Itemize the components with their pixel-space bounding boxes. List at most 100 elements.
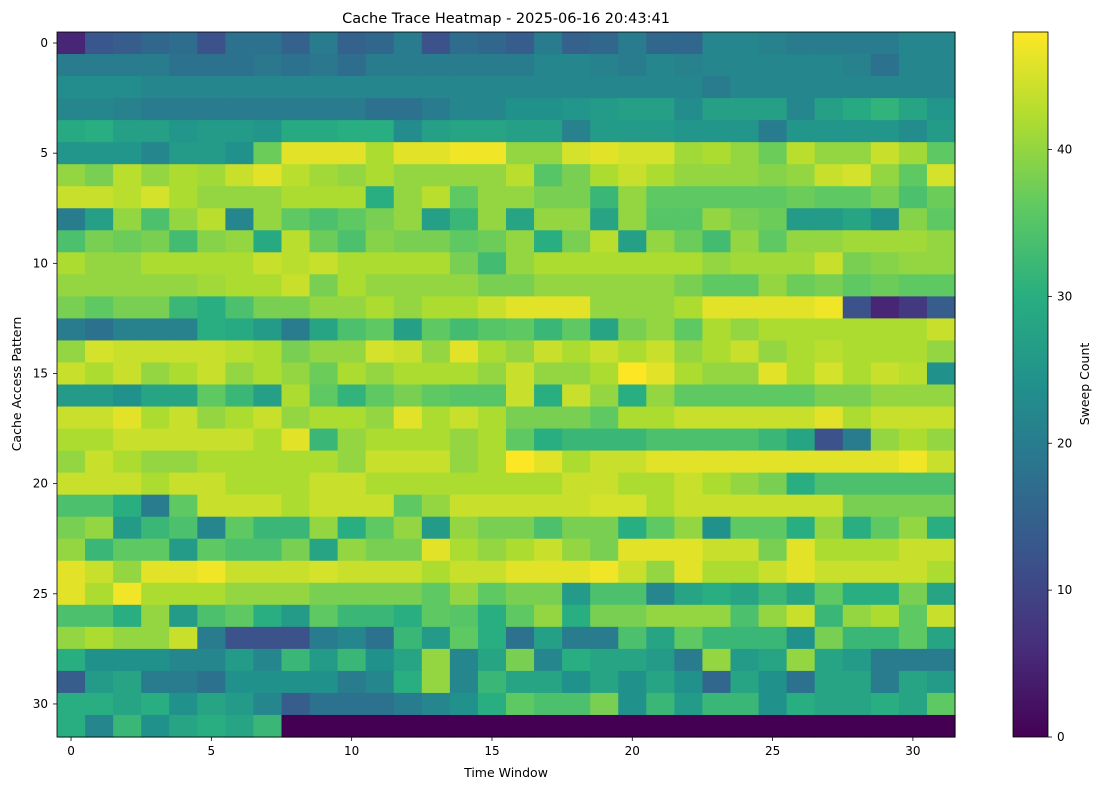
heatmap-cell	[926, 318, 956, 342]
heatmap-cell	[730, 560, 760, 584]
heatmap-cell	[702, 76, 732, 99]
heatmap-cell	[365, 54, 395, 77]
heatmap-cell	[169, 230, 198, 253]
heatmap-cell	[113, 582, 142, 606]
heatmap-cell	[337, 450, 367, 474]
heatmap-cell	[534, 472, 563, 496]
heatmap-cell	[534, 450, 563, 474]
heatmap-cell	[253, 120, 283, 143]
heatmap-cell	[365, 538, 395, 562]
heatmap-cell	[534, 516, 563, 540]
heatmap-cell	[842, 318, 872, 342]
heatmap-cell	[449, 340, 479, 364]
heatmap-cell	[365, 692, 395, 716]
heatmap-cell	[225, 340, 255, 364]
heatmap-cell	[786, 362, 816, 386]
heatmap-cell	[562, 252, 591, 275]
y-tick-label: 10	[33, 256, 48, 270]
heatmap-cell	[337, 76, 367, 99]
heatmap-cell	[57, 406, 86, 430]
heatmap-cell	[477, 406, 507, 430]
heatmap-cell	[169, 54, 198, 77]
heatmap-cell	[225, 120, 255, 143]
heatmap-cell	[702, 230, 732, 253]
heatmap-cell	[618, 54, 647, 77]
heatmap-cell	[674, 626, 704, 650]
heatmap-cell	[562, 120, 591, 143]
heatmap-cell	[393, 362, 423, 386]
heatmap-cell	[365, 714, 395, 738]
heatmap-cell	[618, 230, 647, 253]
heatmap-cell	[113, 670, 142, 694]
heatmap-cell	[253, 98, 283, 121]
heatmap-cell	[618, 692, 647, 716]
heatmap-cell	[477, 472, 507, 496]
heatmap-cell	[449, 406, 479, 430]
heatmap-cell	[141, 76, 170, 99]
heatmap-cell	[926, 98, 956, 121]
heatmap-cell	[225, 32, 255, 55]
heatmap-cell	[337, 560, 367, 584]
heatmap-cell	[926, 340, 956, 364]
heatmap-cell	[113, 186, 142, 209]
heatmap-cell	[646, 604, 675, 628]
heatmap-cell	[562, 472, 591, 496]
heatmap-cell	[449, 362, 479, 386]
heatmap-cell	[113, 494, 142, 518]
heatmap-cell	[590, 252, 619, 275]
heatmap-cell	[253, 472, 283, 496]
heatmap-cell	[730, 604, 760, 628]
x-tick-label: 20	[625, 744, 640, 758]
heatmap-cell	[197, 516, 226, 540]
heatmap-cell	[898, 32, 928, 55]
heatmap-cell	[506, 340, 535, 364]
heatmap-cell	[618, 670, 647, 694]
heatmap-cell	[85, 516, 114, 540]
heatmap-cell	[281, 472, 311, 496]
heatmap-cell	[169, 362, 198, 386]
heatmap-cell	[281, 318, 311, 342]
heatmap-cell	[421, 604, 451, 628]
heatmap-cell	[618, 384, 647, 408]
heatmap-cell	[842, 560, 872, 584]
heatmap-cells	[57, 32, 956, 738]
heatmap-cell	[758, 98, 788, 121]
heatmap-cell	[674, 670, 704, 694]
heatmap-cell	[702, 604, 732, 628]
heatmap-cell	[57, 560, 86, 584]
heatmap-cell	[870, 340, 900, 364]
heatmap-cell	[337, 428, 367, 452]
heatmap-cell	[842, 472, 872, 496]
heatmap-cell	[225, 626, 255, 650]
heatmap-cell	[786, 186, 816, 209]
heatmap-cell	[646, 648, 675, 672]
heatmap-cell	[730, 318, 760, 342]
heatmap-cell	[842, 494, 872, 518]
heatmap-cell	[85, 230, 114, 253]
heatmap-cell	[814, 76, 844, 99]
heatmap-cell	[337, 714, 367, 738]
heatmap-cell	[449, 670, 479, 694]
heatmap-cell	[393, 538, 423, 562]
heatmap-cell	[393, 494, 423, 518]
heatmap-cell	[814, 406, 844, 430]
heatmap-cell	[113, 318, 142, 342]
heatmap-cell	[281, 340, 311, 364]
heatmap-cell	[393, 692, 423, 716]
heatmap-cell	[562, 604, 591, 628]
heatmap-cell	[702, 538, 732, 562]
heatmap-cell	[814, 714, 844, 738]
heatmap-cell	[309, 406, 339, 430]
heatmap-cell	[786, 120, 816, 143]
heatmap-cell	[506, 142, 535, 165]
heatmap-cell	[870, 164, 900, 187]
heatmap-cell	[870, 582, 900, 606]
heatmap-cell	[85, 494, 114, 518]
heatmap-cell	[814, 472, 844, 496]
heatmap-cell	[169, 538, 198, 562]
heatmap-cell	[281, 516, 311, 540]
heatmap-cell	[477, 252, 507, 275]
heatmap-cell	[365, 472, 395, 496]
heatmap-cell	[309, 714, 339, 738]
heatmap-cell	[421, 582, 451, 606]
